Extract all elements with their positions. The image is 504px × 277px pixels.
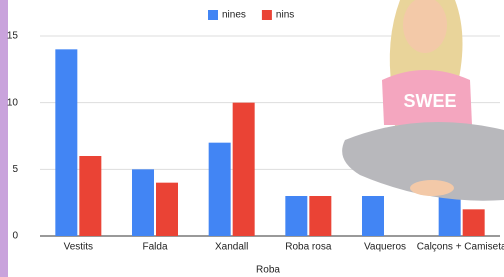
- x-tick-label: Vaqueros: [364, 242, 406, 253]
- x-axis-title: Roba: [256, 265, 280, 276]
- bar: [132, 169, 154, 236]
- bar: [439, 196, 461, 236]
- y-tick-label: 15: [7, 31, 19, 42]
- bar: [362, 196, 384, 236]
- bar: [209, 143, 231, 236]
- bar: [233, 103, 255, 236]
- legend-label: nines: [222, 10, 246, 21]
- bar: [156, 183, 178, 236]
- legend-label: nins: [276, 10, 294, 21]
- y-tick-label: 10: [7, 97, 19, 108]
- bar: [309, 196, 331, 236]
- x-tick-label: Falda: [142, 242, 167, 253]
- bar: [285, 196, 307, 236]
- chart: Roba 0 5 10 15 nines nins Vestits Falda Xandall R…: [0, 0, 504, 277]
- x-tick-label: Roba rosa: [285, 242, 332, 253]
- x-tick-label: Calçons + Camiseta: [417, 242, 504, 253]
- x-tick-label: Vestits: [64, 242, 93, 253]
- legend-swatch: [262, 10, 272, 20]
- sweater-print: SWEE: [403, 91, 456, 111]
- bar: [79, 156, 101, 236]
- legend-swatch: [208, 10, 218, 20]
- feet: [410, 180, 454, 196]
- y-tick-label: 0: [12, 231, 18, 242]
- x-tick-label: Xandall: [215, 242, 248, 253]
- y-tick-label: 5: [12, 164, 18, 175]
- bar: [55, 49, 77, 236]
- bar: [463, 209, 485, 236]
